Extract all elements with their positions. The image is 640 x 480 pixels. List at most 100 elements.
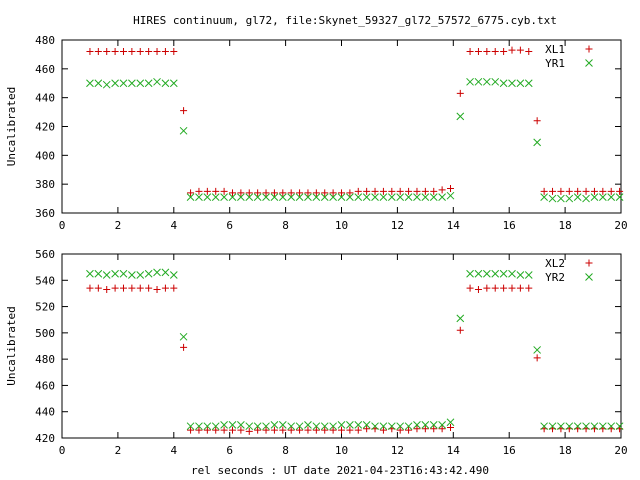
data-point-plus [329, 189, 337, 197]
data-point-plus [212, 426, 220, 434]
data-point-plus [321, 426, 329, 434]
y-tick-label: 480 [35, 353, 55, 366]
data-point-plus [161, 284, 169, 292]
data-point-cross [262, 193, 270, 201]
data-point-plus [86, 48, 94, 56]
data-point-plus [321, 189, 329, 197]
data-point-plus [145, 48, 153, 56]
data-point-cross [320, 422, 329, 431]
data-point-plus [270, 189, 278, 197]
data-point-cross [211, 193, 220, 201]
x-tick-label: 10 [335, 219, 348, 232]
data-point-cross [346, 421, 354, 429]
data-point-cross [329, 193, 337, 201]
data-point-cross [413, 193, 421, 201]
data-point-cross [516, 271, 525, 279]
data-point-cross [482, 77, 491, 86]
data-point-plus [304, 189, 312, 197]
data-point-plus [187, 426, 195, 434]
data-point-plus [195, 187, 203, 195]
y-tick-label: 420 [35, 121, 55, 134]
data-point-cross [128, 79, 136, 88]
data-point-cross [270, 421, 279, 429]
data-point-cross [573, 422, 582, 431]
data-point-plus [466, 48, 474, 56]
data-point-plus [565, 187, 573, 195]
data-point-cross [371, 422, 379, 431]
data-point-plus [136, 48, 144, 56]
y-axis-label: Uncalibrated [5, 306, 18, 385]
data-point-cross [211, 422, 220, 431]
data-point-cross [195, 193, 203, 201]
data-point-plus [220, 426, 228, 434]
data-point-plus [312, 189, 320, 197]
data-point-cross [607, 193, 616, 201]
data-point-cross [119, 79, 128, 88]
data-point-plus [128, 284, 136, 292]
data-point-plus [607, 187, 615, 195]
data-point-cross [533, 346, 542, 354]
data-point-cross [253, 422, 262, 431]
data-point-plus [379, 187, 387, 195]
legend-marker-plus [585, 259, 593, 267]
data-point-cross [94, 269, 103, 278]
data-point-plus [447, 423, 455, 431]
data-point-cross [203, 422, 212, 431]
data-point-plus [170, 284, 178, 292]
data-point-plus [540, 187, 548, 195]
data-point-cross [573, 193, 582, 201]
data-point-plus [500, 284, 508, 292]
data-point-cross [111, 269, 119, 278]
y-tick-label: 560 [35, 248, 55, 261]
data-point-plus [195, 426, 203, 434]
x-tick-label: 20 [614, 219, 627, 232]
data-point-plus [304, 426, 312, 434]
data-point-cross [615, 193, 624, 201]
data-point-plus [338, 426, 345, 434]
data-point-plus [354, 426, 362, 434]
x-tick-label: 18 [558, 444, 571, 457]
data-point-cross [491, 269, 500, 278]
y-tick-label: 480 [35, 34, 55, 47]
data-point-plus [329, 426, 337, 434]
data-point-plus [500, 48, 508, 56]
data-point-cross [446, 418, 455, 427]
data-point-cross [169, 271, 178, 279]
data-point-cross [287, 193, 296, 201]
data-point-plus [237, 426, 245, 434]
data-point-plus [466, 284, 474, 292]
x-tick-label: 6 [226, 219, 233, 232]
data-point-cross [111, 79, 119, 88]
data-point-plus [549, 187, 557, 195]
data-point-plus [491, 284, 499, 292]
data-point-cross [438, 421, 446, 429]
data-point-cross [86, 79, 94, 88]
data-point-plus [405, 426, 413, 434]
data-point-cross [237, 193, 245, 201]
data-point-cross [429, 193, 438, 201]
data-point-cross [136, 271, 145, 279]
legend-marker-plus [585, 45, 593, 53]
x-tick-label: 8 [282, 219, 289, 232]
data-point-plus [136, 284, 144, 292]
data-point-plus [212, 187, 220, 195]
bottom-panel: 0 2 4 6 8 10 12 14 16 18 20 420 440 460 480 500 520 540 56… [5, 248, 628, 457]
data-point-cross [312, 422, 321, 431]
data-point-plus [153, 285, 161, 293]
data-point-plus [296, 426, 304, 434]
legend-label: XL1 [545, 43, 565, 56]
data-point-cross [144, 79, 153, 88]
data-point-plus [312, 426, 320, 434]
data-point-plus [574, 187, 582, 195]
legend-marker-cross [585, 59, 593, 67]
data-point-cross [533, 138, 542, 147]
x-tick-label: 20 [614, 444, 627, 457]
data-point-cross [278, 193, 287, 201]
y-tick-label: 520 [35, 301, 55, 314]
data-point-cross [404, 422, 413, 431]
y-tick-label: 440 [35, 92, 55, 105]
data-point-plus [483, 284, 491, 292]
data-point-cross [499, 79, 508, 88]
data-point-plus [396, 187, 404, 195]
